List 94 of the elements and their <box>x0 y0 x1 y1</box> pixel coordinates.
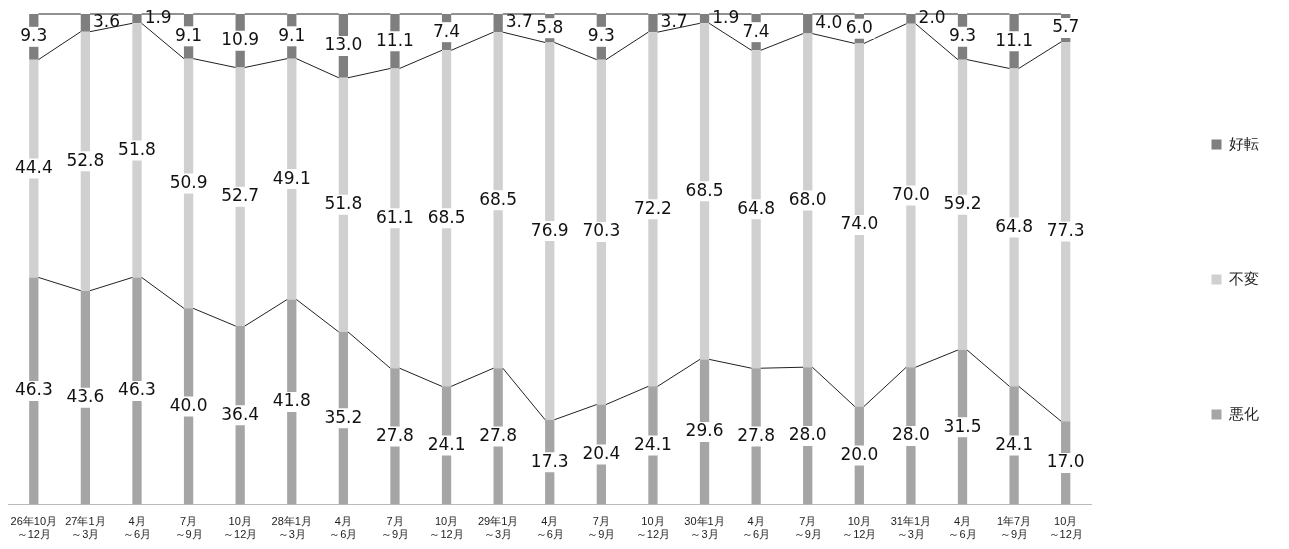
x-tick-label: 10月～12月 <box>1048 515 1083 541</box>
data-label: 27.8 <box>376 424 414 445</box>
data-label: 29.6 <box>685 420 724 441</box>
data-label: 11.1 <box>376 29 414 50</box>
data-label: 46.3 <box>118 379 156 400</box>
data-label: 68.0 <box>788 188 827 209</box>
data-label: 46.3 <box>14 379 53 400</box>
data-label: 64.8 <box>737 197 776 218</box>
data-label: 17.0 <box>1046 451 1085 472</box>
data-label: 28.0 <box>891 424 930 445</box>
x-tick-label: 7月～9月 <box>380 515 410 541</box>
bar <box>80 14 91 32</box>
data-label: 59.2 <box>943 193 982 214</box>
x-tick-label: 31年1月～3月 <box>890 515 932 541</box>
data-label: 68.5 <box>479 188 518 209</box>
data-label: 52.7 <box>221 185 260 206</box>
data-label: 68.5 <box>685 179 724 200</box>
data-label: 9.3 <box>20 25 48 46</box>
data-label: 3.7 <box>660 11 688 32</box>
legend-label: 不変 <box>1229 269 1259 287</box>
x-tick-label: 4月～6月 <box>948 515 977 541</box>
data-label: 40.0 <box>169 394 208 415</box>
data-label: 28.0 <box>788 424 827 445</box>
data-label: 68.5 <box>427 206 466 227</box>
x-tick-label: 1年7月～9月 <box>996 515 1032 541</box>
x-tick-label: 29年1月～3月 <box>477 515 519 541</box>
data-label: 27.8 <box>479 424 518 445</box>
x-tick-label: 10月～12月 <box>842 515 877 541</box>
bar <box>132 14 142 24</box>
data-label: 70.3 <box>582 220 621 241</box>
x-tick-label: 7月～9月 <box>174 515 203 541</box>
x-tick-label: 4月～6月 <box>329 515 358 541</box>
data-label: 1.9 <box>712 7 740 28</box>
data-label: 7.4 <box>433 20 461 41</box>
data-label: 41.8 <box>272 390 311 411</box>
data-label: 36.4 <box>221 403 260 424</box>
x-tick-label: 4月～6月 <box>742 515 771 541</box>
data-label: 50.9 <box>169 171 208 192</box>
data-label: 72.2 <box>634 197 672 218</box>
data-label: 20.0 <box>840 443 879 464</box>
x-tick-label: 7月～9月 <box>587 515 616 541</box>
bar <box>699 14 710 24</box>
x-tick-label: 10月～12月 <box>223 515 258 541</box>
data-label: 61.1 <box>376 206 414 227</box>
x-tick-label: 30年1月～3月 <box>684 515 725 541</box>
data-label: 24.1 <box>427 433 466 454</box>
data-label: 17.3 <box>530 450 569 471</box>
data-label: 24.1 <box>634 433 672 454</box>
data-label: 70.0 <box>891 183 930 204</box>
bar <box>493 14 503 33</box>
x-tick-label: 4月～6月 <box>535 515 564 541</box>
data-label: 10.9 <box>221 29 260 50</box>
legend-label: 好転 <box>1229 134 1259 152</box>
data-label: 9.3 <box>948 25 977 46</box>
data-label: 3.7 <box>505 11 533 32</box>
x-tick-label: 10月～12月 <box>429 515 464 541</box>
data-label: 7.4 <box>742 20 770 41</box>
data-label: 4.0 <box>815 12 843 33</box>
data-label: 1.9 <box>144 7 172 28</box>
bar <box>803 14 813 34</box>
data-label: 5.8 <box>536 16 564 37</box>
data-label: 74.0 <box>840 213 879 234</box>
data-label: 9.3 <box>587 25 615 46</box>
data-label: 11.1 <box>995 29 1034 50</box>
data-label: 76.9 <box>530 219 569 240</box>
bar <box>906 14 916 24</box>
data-label: 9.1 <box>175 24 203 45</box>
data-label: 5.7 <box>1052 16 1080 37</box>
x-tick-label: 7月～9月 <box>793 515 822 541</box>
x-tick-label: 26年10月～12月 <box>10 515 58 541</box>
data-label: 24.1 <box>995 433 1034 454</box>
x-tick-label: 10月～12月 <box>635 515 671 541</box>
data-label: 6.0 <box>845 17 873 38</box>
data-label: 31.5 <box>943 415 982 436</box>
data-label: 51.8 <box>118 138 156 159</box>
x-tick-label: 28年1月～3月 <box>271 515 312 541</box>
data-label: 49.1 <box>272 167 311 188</box>
data-label: 77.3 <box>1046 220 1085 240</box>
data-label: 51.8 <box>324 193 363 214</box>
x-tick-label: 27年1月～3月 <box>65 515 106 541</box>
x-tick-label: 4月～6月 <box>122 515 152 541</box>
data-label: 35.2 <box>324 406 363 427</box>
data-label: 2.0 <box>918 7 946 28</box>
data-label: 3.6 <box>93 11 121 32</box>
data-label: 9.1 <box>278 24 306 45</box>
data-label: 13.0 <box>324 34 363 55</box>
data-label: 27.8 <box>737 424 776 445</box>
bar <box>648 14 658 33</box>
legend-label: 悪化 <box>1228 404 1259 422</box>
data-label: 52.8 <box>66 149 105 170</box>
data-label: 64.8 <box>995 215 1034 236</box>
data-label: 43.6 <box>66 386 105 407</box>
data-label: 44.4 <box>14 156 53 177</box>
data-label: 20.4 <box>582 442 621 463</box>
